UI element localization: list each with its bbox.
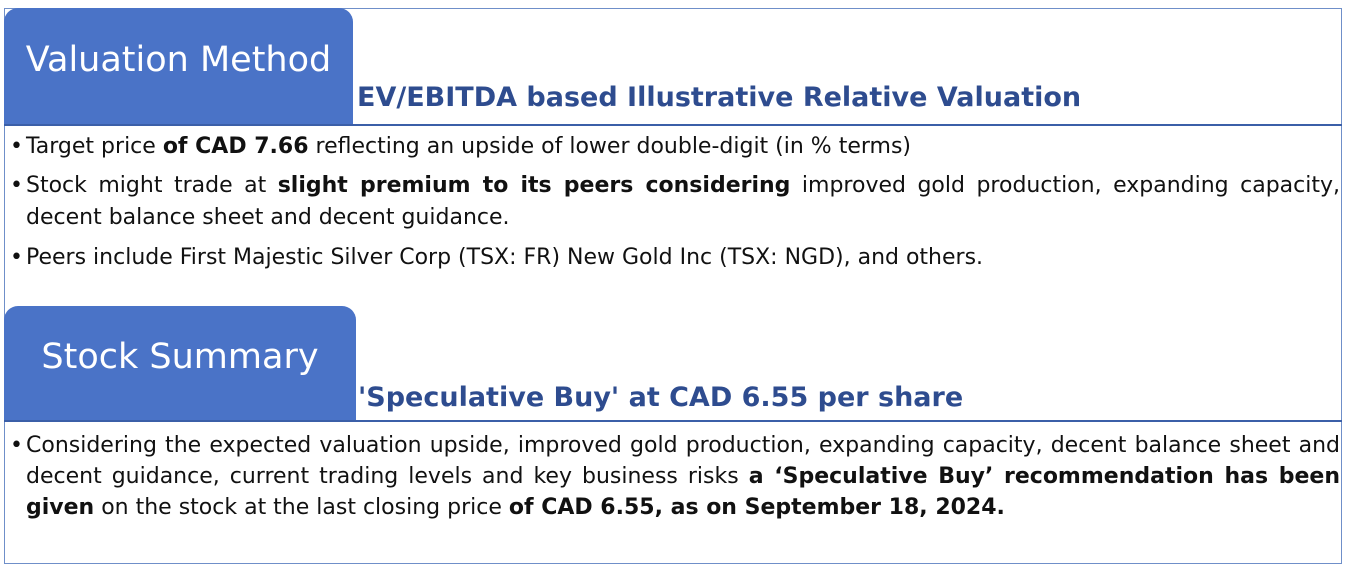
- summary-subtitle: 'Speculative Buy' at CAD 6.55 per share: [358, 382, 964, 413]
- content-frame: [4, 8, 1342, 564]
- summary-bullet-1: • Considering the expected valuation ups…: [10, 430, 1340, 523]
- valuation-method-tab: Valuation Method: [4, 8, 353, 124]
- valuation-subtitle: EV/EBITDA based Illustrative Relative Va…: [357, 82, 1082, 113]
- bullet-marker: •: [10, 173, 23, 198]
- bullet-marker: •: [10, 245, 23, 270]
- valuation-bullet-2: • Stock might trade at slight premium to…: [10, 170, 1340, 234]
- valuation-bullet-1: • Target price of CAD 7.66 reflecting an…: [10, 131, 1340, 163]
- stock-summary-tab-label: Stock Summary: [41, 337, 319, 377]
- summary-divider: [4, 420, 1342, 422]
- valuation-method-tab-label: Valuation Method: [25, 40, 332, 80]
- valuation-bullet-3: • Peers include First Majestic Silver Co…: [10, 242, 1340, 274]
- valuation-bullet-2-text: Stock might trade at slight premium to i…: [26, 173, 1340, 230]
- valuation-divider: [4, 124, 1342, 126]
- valuation-bullet-1-text: Target price of CAD 7.66 reflecting an u…: [26, 134, 911, 159]
- valuation-bullet-3-text: Peers include First Majestic Silver Corp…: [26, 245, 984, 270]
- stock-summary-tab: Stock Summary: [4, 306, 356, 420]
- bullet-marker: •: [10, 134, 23, 159]
- summary-bullet-1-text: Considering the expected valuation upsid…: [26, 433, 1340, 520]
- bullet-marker: •: [10, 433, 23, 458]
